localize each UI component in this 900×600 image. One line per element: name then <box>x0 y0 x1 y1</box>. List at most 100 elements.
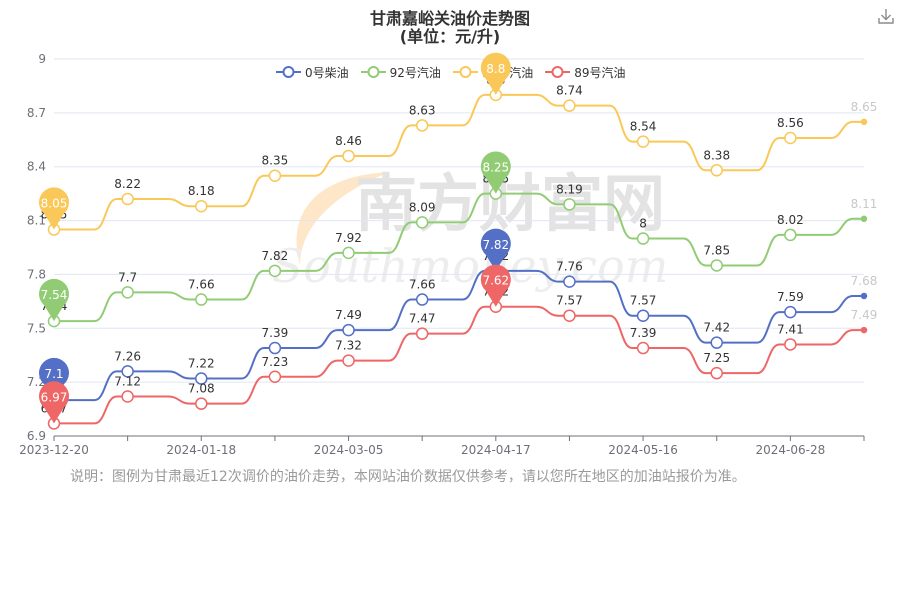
mark-pin: 7.82 <box>480 228 511 271</box>
y-tick-label: 8.7 <box>27 106 46 120</box>
mark-pin: 7.1 <box>39 357 69 401</box>
watermark-swoosh <box>296 172 390 265</box>
series-line <box>54 305 864 425</box>
mark-pin: 8.25 <box>480 151 511 194</box>
x-tick-label: 2023-12-20 <box>19 443 89 457</box>
data-point <box>415 119 429 132</box>
data-point <box>268 370 282 384</box>
data-label: 7.22 <box>188 357 215 371</box>
x-tick-label: 2024-06-28 <box>755 443 825 457</box>
data-point <box>268 341 282 355</box>
data-label: 7.59 <box>777 290 804 304</box>
data-label: 7.49 <box>851 308 878 322</box>
pin-shape <box>39 278 69 322</box>
data-point <box>195 372 208 385</box>
data-point <box>415 216 429 229</box>
data-point <box>268 264 282 278</box>
data-point <box>860 326 868 334</box>
mark-pin: 6.97 <box>39 381 69 424</box>
data-label: 7.66 <box>188 278 215 292</box>
data-label: 7.68 <box>851 274 878 288</box>
data-label: 8.56 <box>777 116 804 130</box>
mark-pin: 7.54 <box>39 278 69 322</box>
pin-shape <box>480 52 511 95</box>
data-point <box>860 118 868 126</box>
pin-label: 8.8 <box>486 62 505 76</box>
legend-symbol <box>360 66 386 78</box>
data-label: 8.02 <box>777 213 804 227</box>
data-point <box>268 169 282 182</box>
y-tick-label: 8.4 <box>27 160 46 174</box>
watermark-cn: 南方财富网 <box>355 167 665 240</box>
data-label: 8.46 <box>335 134 362 148</box>
data-point <box>342 323 355 337</box>
data-label: 7.57 <box>630 294 657 308</box>
data-label: 7.41 <box>777 322 804 336</box>
pin-shape <box>480 228 511 271</box>
data-label: 7.32 <box>335 339 362 353</box>
data-point <box>195 293 208 306</box>
data-point <box>342 354 355 367</box>
data-point <box>121 192 134 206</box>
data-label: 8.19 <box>556 182 583 196</box>
data-point <box>415 293 429 306</box>
data-point <box>195 199 208 213</box>
legend-item[interactable]: 89号汽油 <box>545 64 625 81</box>
mark-pin: 7.62 <box>480 264 511 307</box>
data-point <box>415 327 429 340</box>
mark-pin: 8.8 <box>480 52 511 95</box>
data-label: 7.92 <box>335 231 362 245</box>
pin-shape <box>480 151 511 194</box>
chart-note: 说明：图例为甘肃最近12次调价的油价走势，本网站油价数据仅供参考，请以您所在地区… <box>70 469 746 485</box>
legend-label: 0号柴油 <box>305 65 349 80</box>
data-point <box>636 341 650 355</box>
data-label: 8.38 <box>703 148 730 162</box>
data-point <box>784 131 797 145</box>
pin-label: 6.97 <box>41 390 68 404</box>
pin-label: 7.82 <box>482 238 509 252</box>
pin-label: 7.1 <box>44 367 63 381</box>
y-tick-label: 6.9 <box>27 429 46 443</box>
legend-item[interactable]: 92号汽油 <box>360 64 441 81</box>
x-tick-label: 2024-04-17 <box>461 443 531 457</box>
data-point <box>710 164 723 177</box>
data-point <box>710 366 723 380</box>
chart-title: 甘肃嘉峪关油价走势图 <box>369 9 530 28</box>
legend-item[interactable]: 0号柴油 <box>276 64 349 81</box>
data-label: 7.25 <box>703 351 730 365</box>
data-point <box>636 232 650 245</box>
data-point <box>784 338 797 351</box>
data-label: 8.65 <box>851 100 878 114</box>
data-label: 7.26 <box>114 349 141 363</box>
data-label: 7.39 <box>630 326 657 340</box>
y-tick-label: 7.5 <box>27 321 46 335</box>
legend-label: 89号汽油 <box>574 65 626 80</box>
data-point <box>563 275 576 288</box>
watermark-en: Southmoney.com <box>272 239 669 293</box>
download-icon[interactable] <box>876 6 896 26</box>
data-point <box>342 149 355 163</box>
data-label: 7.76 <box>556 260 583 274</box>
chart-subtitle: (单位：元/升) <box>399 27 501 46</box>
data-label: 7.12 <box>114 375 141 389</box>
data-point <box>860 215 868 223</box>
pin-shape <box>39 187 69 230</box>
data-label: 7.23 <box>262 355 289 369</box>
data-point <box>784 305 797 319</box>
data-point <box>121 365 134 378</box>
data-point <box>342 246 355 260</box>
data-label: 8 <box>639 217 647 231</box>
data-label: 7.57 <box>556 294 583 308</box>
pin-shape <box>39 357 69 401</box>
x-tick-label: 2024-05-16 <box>608 443 678 457</box>
series-line <box>54 192 864 323</box>
data-point <box>636 309 650 322</box>
y-tick-label: 8.1 <box>27 214 46 228</box>
legend-label: 92号汽油 <box>389 65 441 80</box>
legend-symbol <box>276 66 301 78</box>
pin-shape <box>39 381 69 424</box>
data-point <box>563 198 576 211</box>
pin-label: 7.62 <box>482 274 509 288</box>
